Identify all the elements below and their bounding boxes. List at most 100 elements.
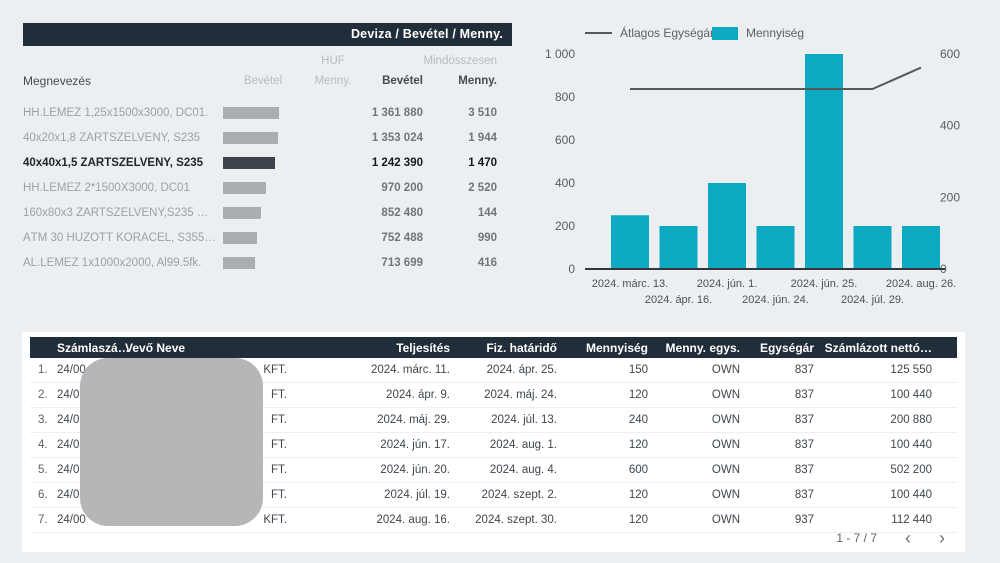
svg-text:2024. aug. 26.: 2024. aug. 26. xyxy=(886,278,956,290)
combo-chart-svg[interactable]: Átlagos Egységár Mennyiség 1 000 800 600 400 2… xyxy=(540,15,1000,320)
cell-vevo-neve: FT. xyxy=(271,464,287,476)
svg-text:800: 800 xyxy=(555,90,575,104)
cell-egysegar: 837 xyxy=(794,414,814,426)
product-name: HH.LEMEZ 2*1500X3000, DC01 xyxy=(23,181,190,194)
revenue-bar xyxy=(223,181,266,194)
cell-szamlazott-netto: 200 880 xyxy=(890,414,932,426)
matrix-row[interactable]: 40x20x1,8 ZÁRTSZELVÉNY, S235 1 353 024 1… xyxy=(23,125,512,150)
cell-vevo-neve: FT. xyxy=(271,439,287,451)
column-header-menny[interactable]: Menny. xyxy=(458,75,497,87)
menny-value: 2 520 xyxy=(468,181,497,194)
cell-teljesites: 2024. aug. 16. xyxy=(376,514,450,526)
revenue-bar-cell xyxy=(223,131,279,144)
revenue-bar-cell xyxy=(223,206,279,219)
cell-vevo-neve: KFT. xyxy=(263,364,287,376)
matrix-row[interactable]: HH.LEMEZ 1,25x1500x3000, DC01. 1 361 880… xyxy=(23,100,512,125)
cell-vevo-neve: FT. xyxy=(271,389,287,401)
invoice-row[interactable]: 4. 24/0 FT. 2024. jún. 17. 2024. aug. 1.… xyxy=(30,433,957,458)
cell-index: 4. xyxy=(38,439,48,451)
cell-szamlazott-netto: 112 440 xyxy=(891,514,932,526)
column-header-bar-bevetel[interactable]: Bevétel xyxy=(243,75,283,87)
currency-group-label: HUF xyxy=(321,55,345,67)
menny-value: 990 xyxy=(477,231,497,244)
invoice-row[interactable]: 6. 24/0 FT. 2024. júl. 19. 2024. szept. … xyxy=(30,483,957,508)
header-teljesites[interactable]: Teljesítés xyxy=(396,340,450,355)
cell-menny-egys: OWN xyxy=(711,414,740,426)
svg-text:2024. júl. 29.: 2024. júl. 29. xyxy=(841,294,904,306)
product-name: HH.LEMEZ 1,25x1500x3000, DC01. xyxy=(23,106,209,119)
matrix-row[interactable]: ÁTM 30 HÚZOTT KÖRACÉL, S355… 752 488 990 xyxy=(23,225,512,250)
svg-text:1 000: 1 000 xyxy=(545,47,575,61)
revenue-bar-cell xyxy=(223,106,279,119)
invoice-row[interactable]: 3. 24/0 FT. 2024. máj. 29. 2024. júl. 13… xyxy=(30,408,957,433)
header-menny-egys[interactable]: Menny. egys. xyxy=(665,340,740,355)
bevetel-value: 1 353 024 xyxy=(371,131,423,144)
cell-index: 2. xyxy=(38,389,48,401)
cell-szamlaszam: 24/0 xyxy=(57,464,80,476)
cell-menny-egys: OWN xyxy=(711,514,740,526)
menny-value: 1 470 xyxy=(468,156,497,169)
header-szamlaszam[interactable]: Számlaszá… xyxy=(57,340,130,355)
bevetel-value: 713 699 xyxy=(381,256,423,269)
cell-index: 1. xyxy=(38,364,48,376)
svg-text:400: 400 xyxy=(555,176,575,190)
menny-value: 3 510 xyxy=(468,106,497,119)
column-header-megnevezes[interactable]: Megnevezés xyxy=(23,74,92,88)
product-name: 160x80x3 ZÁRTSZELVÉNY,S235 … xyxy=(23,206,209,219)
matrix-row[interactable]: AL.LEMEZ 1x1000x2000, Al99.5fk. 713 699 … xyxy=(23,250,512,275)
redaction-overlay xyxy=(80,358,263,526)
cell-mennyiseg: 600 xyxy=(628,464,648,476)
revenue-bar-cell xyxy=(223,231,279,244)
svg-text:600: 600 xyxy=(940,47,960,61)
product-name: ÁTM 30 HÚZOTT KÖRACÉL, S355… xyxy=(23,231,216,244)
svg-text:2024. jún. 24.: 2024. jún. 24. xyxy=(742,294,809,306)
cell-fiz-hatarido: 2024. júl. 13. xyxy=(491,414,557,426)
revenue-bar xyxy=(223,131,279,144)
menny-value: 144 xyxy=(477,206,497,219)
bevetel-value: 1 361 880 xyxy=(371,106,423,119)
cell-vevo-neve: FT. xyxy=(271,489,287,501)
svg-text:200: 200 xyxy=(940,190,960,204)
revenue-bar xyxy=(223,231,257,244)
revenue-bar-cell xyxy=(223,156,279,169)
matrix-column-headers: Megnevezés Bevétel Menny. Bevétel Menny. xyxy=(23,71,512,91)
cell-mennyiseg: 120 xyxy=(628,489,648,501)
cell-teljesites: 2024. máj. 29. xyxy=(377,414,450,426)
invoice-table-body: 1. 24/00 KFT. 2024. márc. 11. 2024. ápr.… xyxy=(30,358,957,533)
header-fiz-hatarido[interactable]: Fiz. határidő xyxy=(486,340,557,355)
cell-szamlaszam: 24/0 xyxy=(57,489,80,501)
cell-egysegar: 837 xyxy=(794,489,814,501)
prev-page-icon[interactable]: ‹ xyxy=(905,528,911,548)
cell-egysegar: 937 xyxy=(794,514,814,526)
cell-fiz-hatarido: 2024. szept. 30. xyxy=(475,514,557,526)
invoice-row[interactable]: 5. 24/0 FT. 2024. jún. 20. 2024. aug. 4.… xyxy=(30,458,957,483)
cell-szamlazott-netto: 100 440 xyxy=(890,489,932,501)
header-egysegar[interactable]: Egységár xyxy=(759,340,814,355)
revenue-bar-cell xyxy=(223,181,279,194)
column-header-bevetel[interactable]: Bevétel xyxy=(382,75,423,87)
cell-egysegar: 837 xyxy=(794,389,814,401)
header-vevo-neve[interactable]: Vevő Neve xyxy=(125,340,186,355)
combo-chart[interactable]: Átlagos Egységár Mennyiség 1 000 800 600 400 2… xyxy=(540,15,1000,320)
matrix-row[interactable]: HH.LEMEZ 2*1500X3000, DC01 970 200 2 520 xyxy=(23,175,512,200)
matrix-row[interactable]: 40x40x1,5 ZÁRTSZELVÉNY, S235 1 242 390 1… xyxy=(23,150,512,175)
header-mennyiseg[interactable]: Mennyiség xyxy=(585,340,648,355)
cell-mennyiseg: 120 xyxy=(628,514,648,526)
cell-index: 3. xyxy=(38,414,48,426)
matrix-title: Deviza / Bevétel / Menny. xyxy=(23,23,512,46)
invoice-row[interactable]: 1. 24/00 KFT. 2024. márc. 11. 2024. ápr.… xyxy=(30,358,957,383)
cell-menny-egys: OWN xyxy=(711,489,740,501)
matrix-rows: HH.LEMEZ 1,25x1500x3000, DC01. 1 361 880… xyxy=(23,100,512,275)
next-page-icon[interactable]: › xyxy=(939,528,945,548)
pagination-label: 1 - 7 / 7 xyxy=(836,531,877,545)
invoice-row[interactable]: 7. 24/00 KFT. 2024. aug. 16. 2024. szept… xyxy=(30,508,957,533)
svg-text:Mennyiség: Mennyiség xyxy=(746,26,804,40)
header-szamlazott-netto[interactable]: Számlázott nettó… xyxy=(824,340,932,355)
revenue-bar xyxy=(223,206,262,219)
invoice-row[interactable]: 2. 24/0 FT. 2024. ápr. 9. 2024. máj. 24.… xyxy=(30,383,957,408)
column-header-bar-menny[interactable]: Menny. xyxy=(314,75,352,87)
cell-egysegar: 837 xyxy=(794,464,814,476)
pagination: 1 - 7 / 7 ‹ › xyxy=(836,529,945,547)
matrix-row[interactable]: 160x80x3 ZÁRTSZELVÉNY,S235 … 852 480 144 xyxy=(23,200,512,225)
cell-szamlaszam: 24/0 xyxy=(57,439,80,451)
